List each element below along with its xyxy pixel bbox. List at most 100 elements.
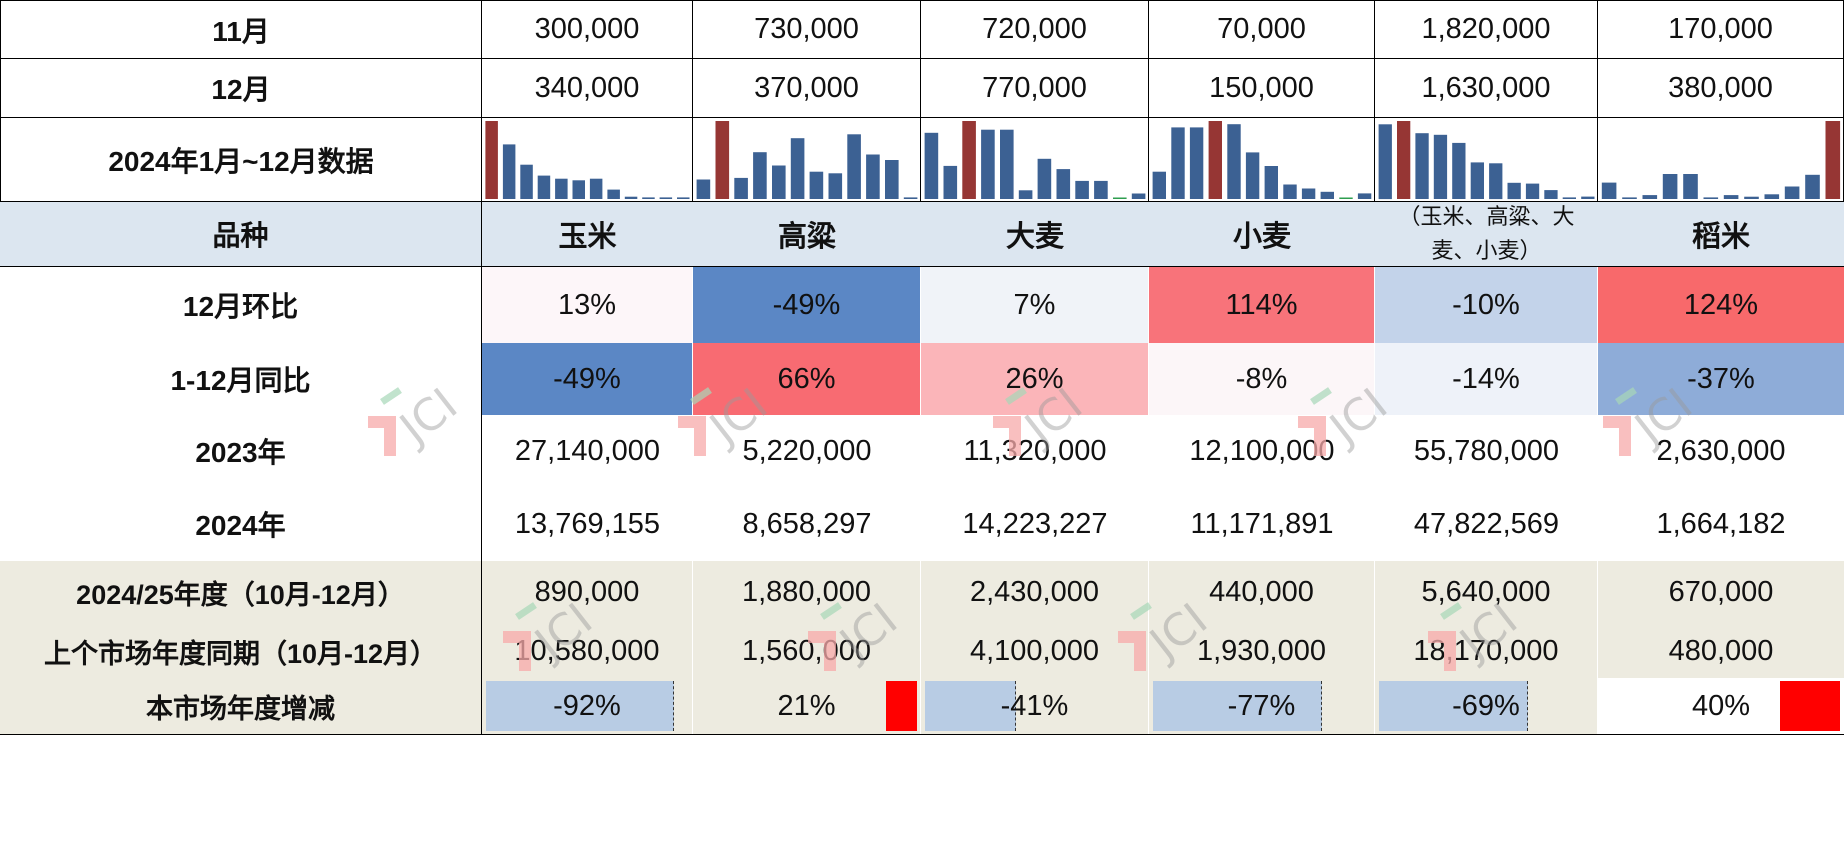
sparkline-bar-wheat-8 <box>1282 184 1297 199</box>
sparkline-bar-barley-2 <box>943 165 957 199</box>
sparkline-bar-total-9 <box>1525 183 1539 199</box>
cell-prev-wheat: 1,930,000 <box>1149 624 1375 678</box>
cell-dec-total: 1,630,000 <box>1375 59 1598 118</box>
sparkline-bar-wheat-7 <box>1264 165 1278 199</box>
sparkline-bar-barley-12 <box>1131 193 1145 199</box>
cell-2023-corn: 27,140,000 <box>514 434 661 467</box>
sparkline-bar-total-3 <box>1414 132 1429 199</box>
sparkline-bar-rice-2 <box>1621 196 1637 199</box>
header-barley: 大麦 <box>921 202 1149 266</box>
cell-2023-rice: 2,630,000 <box>1656 434 1786 467</box>
cell-nov-total: 1,820,000 <box>1375 0 1598 59</box>
sparkline-bar-rice-8 <box>1743 196 1759 199</box>
sparkline-bar-wheat-9 <box>1301 188 1315 199</box>
change-value-barley: -41% <box>1000 689 1069 722</box>
cell-season-rice: 670,000 <box>1598 561 1844 624</box>
sparkline-bar-total-6 <box>1470 161 1484 199</box>
cell-change-total: -69% <box>1375 678 1598 734</box>
sparkline-bar-wheat-5 <box>1226 123 1241 199</box>
cell-change-sorghum: 21% <box>693 678 921 734</box>
cell-season-total: 5,640,000 <box>1375 561 1598 624</box>
sparkline-bar-total-12 <box>1580 196 1594 199</box>
cell-2024-sorghum: 8,658,297 <box>742 507 872 540</box>
positive-bar <box>1780 681 1840 731</box>
header-rice: 稻米 <box>1598 202 1844 266</box>
positive-bar <box>885 681 917 731</box>
sparkline-bar-barley-7 <box>1037 158 1051 199</box>
sparkline-bar-corn-12 <box>676 196 689 199</box>
header-wheat: 小麦 <box>1149 202 1375 266</box>
row-sparklines: 2024年1月~12月数据 <box>0 118 1844 202</box>
sparkline-bar-total-2 <box>1396 120 1410 199</box>
cell-dec-corn: 340,000 <box>482 59 693 118</box>
cell-prev-rice: 480,000 <box>1598 624 1844 678</box>
cell-mom-total: -10% <box>1375 267 1598 343</box>
sparkline-bar-rice-6 <box>1703 196 1718 199</box>
negative-bar <box>925 681 1017 731</box>
row-header: 品种 玉米 高粱 大麦 小麦 （玉米、高粱、大 麦、小麦） 稻米 <box>0 202 1844 267</box>
sparkline-bar-total-7 <box>1488 162 1502 199</box>
row-label-mom: 12月环比 <box>0 267 482 343</box>
sparkline-bar-wheat-11 <box>1338 197 1353 199</box>
sparkline-bar-corn-6 <box>572 179 585 199</box>
header-total-line1: （玉米、高粱、大 <box>1398 204 1575 229</box>
sparkline-bar-sorghum-10 <box>865 154 880 199</box>
row-mom: 12月环比 13% -49% 7% 114% -10% 124% <box>0 267 1844 343</box>
row-2024: 2024年 13,769,155 8,658,297 14,223,227 11… <box>0 487 1844 561</box>
cell-dec-barley: 770,000 <box>921 59 1149 118</box>
cell-2023-wheat: 12,100,000 <box>1189 434 1335 467</box>
cell-2023-barley: 11,320,000 <box>963 434 1107 467</box>
sparkline-bar-rice-7 <box>1723 194 1738 199</box>
row-season: 2024/25年度（10月-12月） 890,000 1,880,000 2,4… <box>0 561 1844 624</box>
cell-mom-barley: 7% <box>921 267 1149 343</box>
sparkline-bar-wheat-2 <box>1170 126 1185 199</box>
cell-2024-corn: 13,769,155 <box>514 507 661 540</box>
sparkline-bar-rice-9 <box>1764 193 1779 199</box>
sparkline-bar-corn-4 <box>537 175 550 199</box>
cell-nov-corn: 300,000 <box>482 0 693 59</box>
sparkline-bar-barley-4 <box>980 129 995 199</box>
row-dec: 12月 340,000 370,000 770,000 150,000 1,63… <box>0 59 1844 118</box>
header-variety: 品种 <box>0 202 482 266</box>
negative-bar <box>486 681 674 731</box>
cell-mom-wheat: 114% <box>1149 267 1375 343</box>
sparkline-bar-wheat-6 <box>1245 151 1259 199</box>
sparkline-bar-barley-3 <box>961 120 976 199</box>
change-value-sorghum: 21% <box>777 689 836 722</box>
row-label-2023: 2023年 <box>0 415 482 487</box>
row-nov: 11月 300,000 730,000 720,000 70,000 1,820… <box>0 0 1844 59</box>
sparkline-total <box>1375 118 1598 202</box>
sparkline-bar-wheat-1 <box>1152 171 1166 199</box>
sparkline-bar-barley-6 <box>1018 189 1032 199</box>
sparkline-bar-corn-1 <box>484 120 498 199</box>
sparkline-sorghum <box>693 118 921 202</box>
row-label-change: 本市场年度增减 <box>0 678 482 734</box>
cell-yoy-total: -14% <box>1375 343 1598 415</box>
header-total-line2: 麦、小麦） <box>1431 238 1542 263</box>
cell-dec-wheat: 150,000 <box>1149 59 1375 118</box>
change-value-wheat: -77% <box>1227 689 1296 722</box>
cell-change-corn: -92% <box>482 678 693 734</box>
cell-change-wheat: -77% <box>1149 678 1375 734</box>
sparkline-bar-barley-11 <box>1112 197 1127 199</box>
sparkline-bar-sorghum-3 <box>733 177 748 199</box>
sparkline-bar-corn-9 <box>624 196 637 199</box>
cell-prev-corn: 10,580,000 <box>482 624 693 678</box>
sparkline-bar-sorghum-7 <box>809 171 823 199</box>
cell-season-corn: 890,000 <box>482 561 693 624</box>
cell-mom-corn: 13% <box>482 267 693 343</box>
sparkline-bar-corn-2 <box>502 143 515 199</box>
sparkline-bar-rice-5 <box>1682 173 1698 199</box>
sparkline-bar-rice-1 <box>1601 182 1616 199</box>
cell-yoy-sorghum: 66% <box>693 343 921 415</box>
sparkline-bar-corn-11 <box>659 196 672 199</box>
sparkline-bar-barley-5 <box>999 129 1014 199</box>
row-change: 本市场年度增减 -92% 21% -41% -77% -69% 40% <box>0 678 1844 735</box>
sparkline-bar-sorghum-2 <box>715 120 729 199</box>
cell-nov-rice: 170,000 <box>1598 0 1844 59</box>
sparkline-bar-sorghum-5 <box>771 165 786 199</box>
sparkline-bar-corn-10 <box>641 196 655 199</box>
cell-nov-wheat: 70,000 <box>1149 0 1375 59</box>
cell-2024-barley: 14,223,227 <box>962 507 1108 540</box>
